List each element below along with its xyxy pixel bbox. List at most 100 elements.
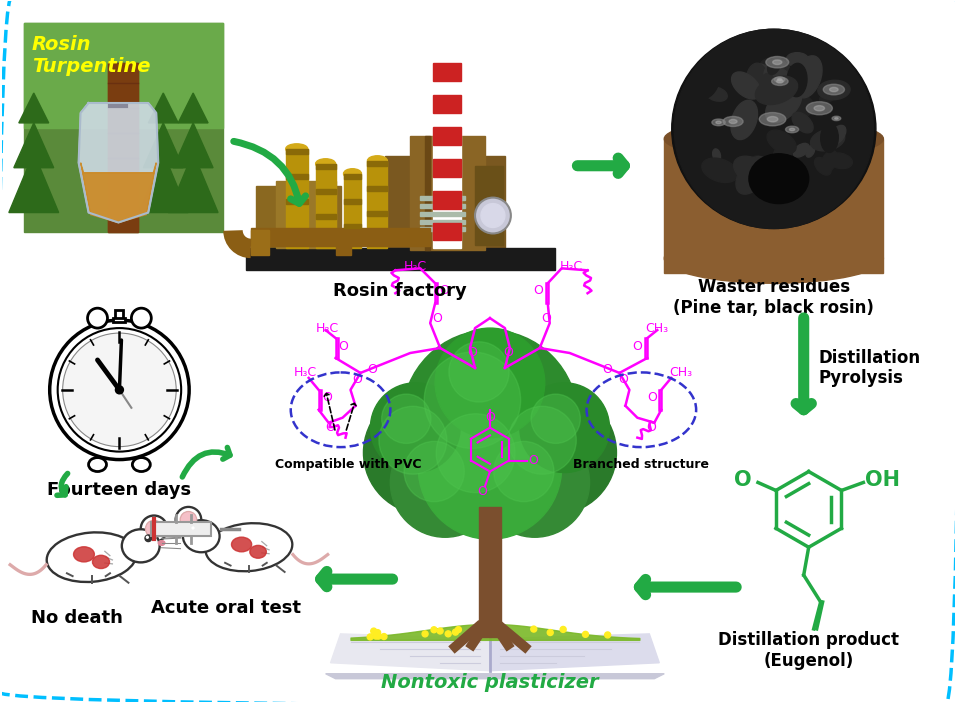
Ellipse shape xyxy=(768,102,783,117)
Bar xyxy=(434,223,461,240)
Circle shape xyxy=(131,308,151,328)
Ellipse shape xyxy=(793,56,822,98)
Circle shape xyxy=(375,633,382,639)
Circle shape xyxy=(379,406,447,475)
Bar xyxy=(664,139,883,273)
Bar xyxy=(316,188,336,193)
Ellipse shape xyxy=(821,123,838,153)
Ellipse shape xyxy=(771,91,814,118)
Circle shape xyxy=(146,536,148,538)
Ellipse shape xyxy=(758,169,781,184)
Ellipse shape xyxy=(250,546,266,558)
Ellipse shape xyxy=(771,77,789,86)
Ellipse shape xyxy=(806,146,814,157)
Circle shape xyxy=(431,627,437,633)
Ellipse shape xyxy=(786,49,828,75)
Circle shape xyxy=(370,383,460,472)
Circle shape xyxy=(453,629,458,635)
Text: O: O xyxy=(339,340,348,352)
Text: H₃C: H₃C xyxy=(316,321,339,335)
Text: O: O xyxy=(439,284,449,297)
Circle shape xyxy=(436,414,515,493)
Ellipse shape xyxy=(734,156,773,187)
Circle shape xyxy=(390,427,500,537)
Ellipse shape xyxy=(344,169,362,179)
Circle shape xyxy=(422,631,428,637)
Ellipse shape xyxy=(819,92,835,103)
Text: O: O xyxy=(503,347,513,359)
Text: O: O xyxy=(323,392,332,404)
Bar xyxy=(286,199,308,204)
Ellipse shape xyxy=(713,149,721,161)
Text: Fourteen days: Fourteen days xyxy=(47,482,191,500)
Bar xyxy=(367,161,388,248)
Ellipse shape xyxy=(790,128,794,131)
Polygon shape xyxy=(148,93,178,123)
Ellipse shape xyxy=(788,55,795,65)
Bar xyxy=(367,161,388,166)
Ellipse shape xyxy=(787,63,807,97)
Circle shape xyxy=(493,391,616,515)
Bar xyxy=(434,159,461,176)
Text: Branched structure: Branched structure xyxy=(573,458,709,470)
Ellipse shape xyxy=(835,117,838,120)
Ellipse shape xyxy=(821,150,837,173)
Text: Waster residues
(Pine tar, black rosin): Waster residues (Pine tar, black rosin) xyxy=(674,278,875,317)
Ellipse shape xyxy=(367,156,388,166)
Ellipse shape xyxy=(814,157,831,175)
Polygon shape xyxy=(13,123,54,168)
Ellipse shape xyxy=(832,116,841,121)
Bar xyxy=(336,231,350,255)
Circle shape xyxy=(381,633,387,640)
Bar xyxy=(286,149,308,248)
Ellipse shape xyxy=(741,159,774,181)
Ellipse shape xyxy=(122,529,160,562)
Text: O: O xyxy=(734,470,751,491)
Text: H₃C: H₃C xyxy=(404,260,427,273)
Ellipse shape xyxy=(743,156,765,190)
Text: Acute oral test: Acute oral test xyxy=(151,599,301,617)
Bar xyxy=(316,164,336,169)
Ellipse shape xyxy=(768,108,793,150)
Circle shape xyxy=(424,352,521,449)
Ellipse shape xyxy=(792,112,813,133)
Circle shape xyxy=(364,391,487,515)
Text: O: O xyxy=(477,485,487,498)
Ellipse shape xyxy=(717,56,734,73)
Ellipse shape xyxy=(773,140,794,163)
Bar xyxy=(475,166,502,245)
Bar xyxy=(286,174,308,179)
Ellipse shape xyxy=(47,532,136,582)
Circle shape xyxy=(373,633,379,639)
Bar xyxy=(316,164,336,248)
Circle shape xyxy=(605,632,611,638)
Text: Nontoxic plasticizer: Nontoxic plasticizer xyxy=(381,673,599,692)
Bar xyxy=(251,228,431,247)
Bar xyxy=(420,204,465,207)
Circle shape xyxy=(475,198,511,233)
Ellipse shape xyxy=(766,56,789,68)
Polygon shape xyxy=(139,153,189,212)
Polygon shape xyxy=(9,153,58,212)
Ellipse shape xyxy=(818,80,850,100)
Ellipse shape xyxy=(757,59,773,84)
Circle shape xyxy=(62,333,176,446)
Circle shape xyxy=(175,507,201,533)
Ellipse shape xyxy=(675,30,874,228)
Polygon shape xyxy=(330,634,490,671)
Ellipse shape xyxy=(726,72,740,87)
Ellipse shape xyxy=(158,541,165,546)
Polygon shape xyxy=(178,93,208,123)
Text: O: O xyxy=(541,311,550,325)
Circle shape xyxy=(531,626,537,632)
Polygon shape xyxy=(80,163,156,223)
Circle shape xyxy=(437,628,443,634)
Circle shape xyxy=(583,631,589,638)
Circle shape xyxy=(141,515,167,542)
Bar xyxy=(116,310,123,320)
Ellipse shape xyxy=(768,56,781,75)
Ellipse shape xyxy=(749,154,809,204)
Text: O: O xyxy=(352,373,363,387)
Ellipse shape xyxy=(777,79,782,81)
Text: Compatible with PVC: Compatible with PVC xyxy=(276,458,422,470)
